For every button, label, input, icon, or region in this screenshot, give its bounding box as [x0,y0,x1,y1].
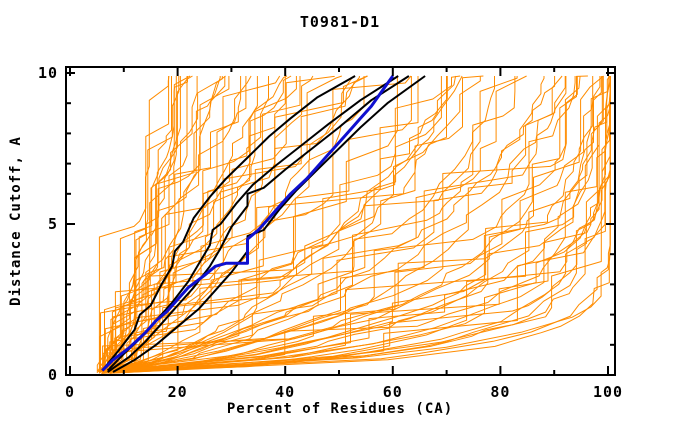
model-curve-orange [107,75,588,373]
model-curve-orange [109,75,193,372]
x-tick-label: 100 [593,383,623,401]
model-curve-orange [111,76,578,374]
model-curve-orange [107,76,610,372]
model-curve-orange [115,76,518,372]
model-curve-orange [100,75,281,372]
model-curve-orange [99,75,252,372]
model-curve-orange [102,76,567,373]
model-curve-orange [98,76,170,374]
model-curve-orange [112,76,495,374]
model-curve-orange [110,76,602,371]
model-curve-orange [102,75,335,373]
model-curve-black-model-4 [112,75,426,373]
y-tick-label: 5 [48,215,58,233]
model-curve-orange [103,75,581,372]
model-curve-orange [114,76,301,371]
model-curve-black-model-3 [107,75,410,373]
model-curve-orange [108,75,457,372]
model-curve-orange [112,76,604,373]
x-tick-label: 20 [168,383,188,401]
model-curve-orange [110,75,604,372]
x-tick-label: 40 [275,383,295,401]
model-curve-black-model-1 [101,75,356,372]
model-curve-orange [100,76,481,373]
model-curve-orange [109,76,611,373]
model-curve-orange [103,75,611,373]
model-curve-orange [100,76,360,371]
model-curve-orange [107,76,223,373]
model-curve-orange [108,76,556,372]
chart-title: T0981-D1 [299,13,381,31]
model-curve-orange [112,76,297,371]
y-tick-label: 10 [38,64,58,82]
model-curve-orange [103,75,484,372]
model-curve-orange [102,76,601,372]
model-curve-orange [114,76,545,373]
model-curve-orange [110,76,448,374]
model-curve-orange [97,75,314,372]
model-curve-orange [114,76,419,372]
y-tick-label: 0 [48,366,58,384]
model-curve-orange [107,76,576,371]
model-curve-orange [104,76,611,372]
x-tick-label: 60 [383,383,403,401]
plot-border [65,66,616,376]
model-curve-orange [110,76,611,372]
model-curve-blue-model [101,75,395,372]
model-curve-orange [102,76,412,372]
model-curve-orange [115,76,516,371]
model-curve-orange [115,75,463,374]
y-axis-label: Distance Cutoff, A [8,136,24,306]
x-tick-label: 80 [490,383,510,401]
model-curve-orange [98,76,442,373]
x-axis-label: Percent of Residues (CA) [226,401,454,417]
x-tick-label: 0 [65,383,75,401]
model-curve-orange [101,76,611,371]
